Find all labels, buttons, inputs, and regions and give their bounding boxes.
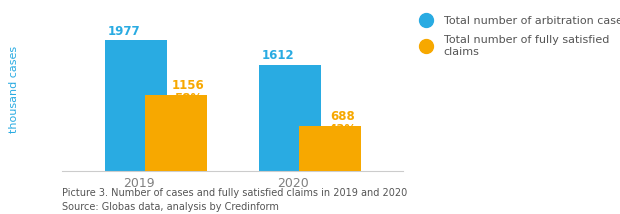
Bar bbox=[105, 40, 167, 171]
Text: 1977: 1977 bbox=[107, 25, 140, 38]
Text: 43%: 43% bbox=[328, 123, 356, 136]
Bar bbox=[145, 95, 206, 171]
Legend: Total number of arbitration cases, Total number of fully satisfied
claims: Total number of arbitration cases, Total… bbox=[415, 16, 620, 57]
Bar bbox=[299, 126, 361, 171]
Text: thousand cases: thousand cases bbox=[9, 46, 19, 134]
Text: 58%: 58% bbox=[174, 92, 202, 105]
Text: 688: 688 bbox=[330, 110, 355, 123]
Bar bbox=[259, 65, 321, 171]
Text: 1612: 1612 bbox=[261, 49, 294, 62]
Text: 1156: 1156 bbox=[172, 79, 205, 92]
Text: Picture 3. Number of cases and fully satisfied claims in 2019 and 2020
Source: G: Picture 3. Number of cases and fully sat… bbox=[62, 188, 407, 212]
